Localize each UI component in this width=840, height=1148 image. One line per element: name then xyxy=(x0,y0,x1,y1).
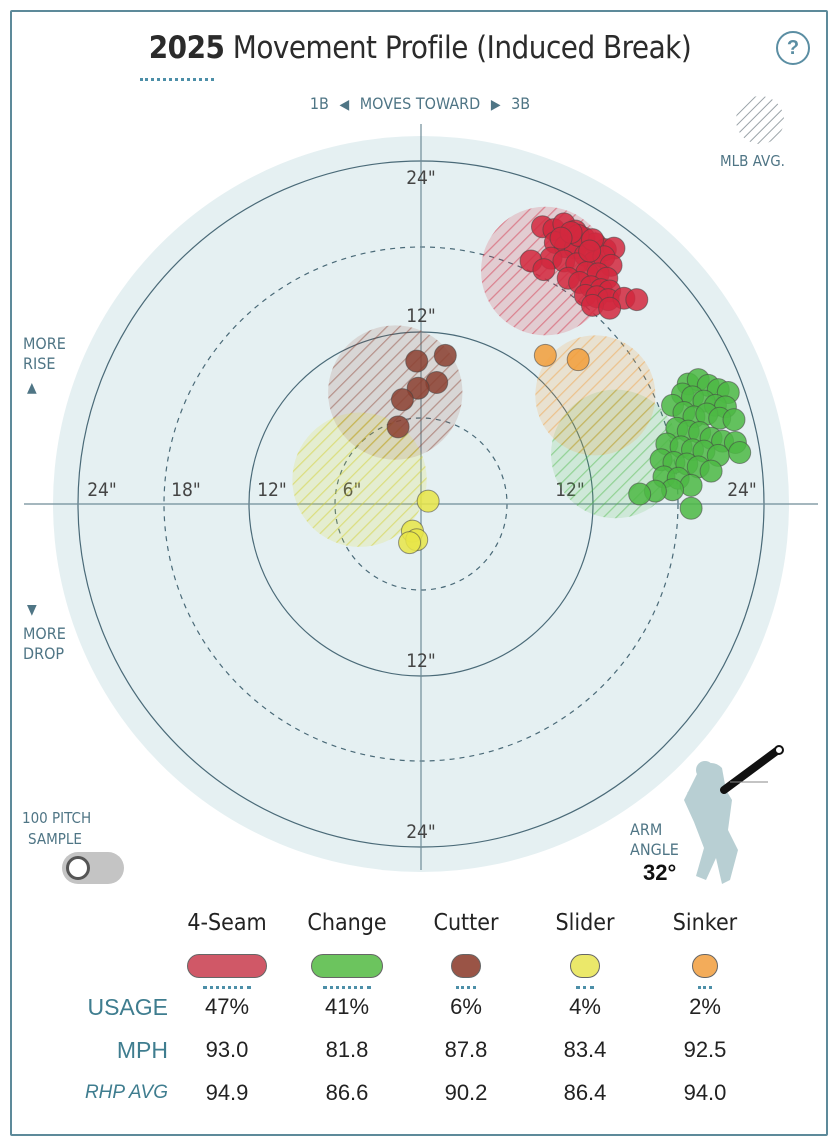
title-year: 2025 xyxy=(148,30,225,66)
up-triangle-icon: ▲ xyxy=(27,380,37,396)
pitch-point-change[interactable] xyxy=(628,482,652,506)
mlb-avg-label: MLB AVG. xyxy=(720,152,785,170)
pitch-underline-slider xyxy=(576,982,594,989)
arm-label-line2: ANGLE xyxy=(630,840,679,859)
movement-plot: 24" 12" 12" 24" 24" 18" 12" 6" 12" 24" xyxy=(24,96,818,884)
pitch-name-change[interactable]: Change xyxy=(307,910,387,936)
pitch-name-slider[interactable]: Slider xyxy=(555,910,615,936)
pitch-point-cutter[interactable] xyxy=(406,376,430,400)
title-text: Movement Profile (Induced Break) xyxy=(232,30,692,66)
pitch-point-change[interactable] xyxy=(722,408,746,432)
pitch-rhp-avg-change: 86.6 xyxy=(325,1080,369,1105)
arm-angle-bar xyxy=(720,746,782,794)
more-drop-line1: MORE xyxy=(23,624,66,643)
pitch-point-4-seam[interactable] xyxy=(598,296,622,320)
chart-frame xyxy=(10,10,828,1136)
pitch-swatch-cutter[interactable] xyxy=(451,954,481,978)
direction-right: 3B xyxy=(511,94,531,113)
row-label-rhp-avg: RHP AVG xyxy=(84,1082,168,1103)
mlb-avg-zone-slider xyxy=(292,412,427,547)
direction-label: 1B ◀ MOVES TOWARD ▶ 3B xyxy=(0,94,840,113)
pitch-point-cutter[interactable] xyxy=(390,388,414,412)
pitch-rhp-avg-slider: 86.4 xyxy=(563,1080,607,1105)
toggle-knob xyxy=(66,856,90,880)
pitch-usage-change: 41% xyxy=(324,994,370,1019)
title-year-underline xyxy=(140,74,214,81)
tick-label-top-12: 12" xyxy=(406,305,436,327)
more-rise-label: MORE RISE ▲ xyxy=(23,334,66,398)
pitch-point-4-seam[interactable] xyxy=(625,288,649,312)
more-drop-line2: DROP xyxy=(23,644,65,663)
pitch-point-slider[interactable] xyxy=(398,531,422,555)
row-label-mph: MPH xyxy=(116,1037,168,1063)
pitch-point-cutter[interactable] xyxy=(386,415,410,439)
pitcher-silhouette-icon xyxy=(684,761,738,884)
tick-label-bottom-24: 24" xyxy=(406,821,436,843)
sample-line1: 100 PITCH xyxy=(22,809,92,827)
pitch-underline-cutter xyxy=(456,982,476,989)
tick-label-right-24: 24" xyxy=(727,479,757,501)
more-drop-label: ▼ MORE DROP xyxy=(23,600,66,664)
down-triangle-icon: ▼ xyxy=(27,602,37,618)
sample-line2: SAMPLE xyxy=(28,830,82,848)
arm-angle-ball xyxy=(774,745,784,755)
pitch-mph-slider: 83.4 xyxy=(563,1037,607,1062)
pitch-swatch-sinker[interactable] xyxy=(692,954,718,978)
pitch-mph-change: 81.8 xyxy=(325,1037,369,1062)
pitch-point-change[interactable] xyxy=(728,441,752,465)
pitch-mph-sinker: 92.5 xyxy=(683,1037,727,1062)
pitch-point-cutter[interactable] xyxy=(433,343,457,367)
pitch-point-slider[interactable] xyxy=(416,489,440,513)
pitch-underline-4-seam xyxy=(203,982,251,989)
direction-middle: MOVES TOWARD xyxy=(359,94,481,113)
chart-title: 2025 Movement Profile (Induced Break) xyxy=(0,30,840,66)
pitch-point-sinker[interactable] xyxy=(566,348,590,372)
tick-label-left-24: 24" xyxy=(87,479,117,501)
tick-label-left-18: 18" xyxy=(171,479,201,501)
help-icon[interactable]: ? xyxy=(776,31,810,65)
tick-label-bottom-12: 12" xyxy=(406,650,436,672)
direction-left: 1B xyxy=(309,94,329,113)
sample-toggle[interactable] xyxy=(62,852,124,884)
pitch-name-4-seam[interactable]: 4-Seam xyxy=(187,910,267,936)
pitch-name-sinker[interactable]: Sinker xyxy=(672,910,738,936)
sample-label: 100 PITCH SAMPLE xyxy=(22,808,91,850)
pitch-point-4-seam[interactable] xyxy=(532,258,556,282)
pitch-point-cutter[interactable] xyxy=(405,349,429,373)
arm-label-line1: ARM xyxy=(630,820,663,839)
pitch-rhp-avg-sinker: 94.0 xyxy=(683,1080,727,1105)
pitch-mph-4-seam: 93.0 xyxy=(205,1037,249,1062)
pitch-swatch-slider[interactable] xyxy=(570,954,600,978)
pitch-points xyxy=(386,212,752,555)
pitch-point-4-seam[interactable] xyxy=(578,239,602,263)
pitch-rhp-avg-cutter: 90.2 xyxy=(444,1080,488,1105)
pitch-usage-sinker: 2% xyxy=(689,994,721,1019)
pitch-point-change[interactable] xyxy=(679,496,703,520)
tick-label-top-24: 24" xyxy=(406,167,436,189)
mlb-avg-swatch xyxy=(736,96,784,144)
row-label-usage: USAGE xyxy=(87,994,168,1020)
pitch-underline-sinker xyxy=(698,982,712,989)
pitch-mph-cutter: 87.8 xyxy=(444,1037,488,1062)
pitch-point-sinker[interactable] xyxy=(533,343,557,367)
pitch-underline-change xyxy=(323,982,371,989)
mlb-avg-zone-sinker xyxy=(535,335,656,456)
pitch-swatch-change[interactable] xyxy=(311,954,383,978)
arm-angle-label: ARM ANGLE xyxy=(630,820,679,860)
pitch-point-change[interactable] xyxy=(699,459,723,483)
more-rise-line2: RISE xyxy=(23,354,56,373)
pitch-point-4-seam[interactable] xyxy=(549,226,573,250)
right-triangle-icon: ▶ xyxy=(490,97,501,113)
tick-label-left-12: 12" xyxy=(257,479,287,501)
more-rise-line1: MORE xyxy=(23,334,66,353)
pitch-usage-4-seam: 47% xyxy=(204,994,250,1019)
pitch-usage-cutter: 6% xyxy=(450,994,482,1019)
pitch-usage-slider: 4% xyxy=(569,994,601,1019)
left-triangle-icon: ◀ xyxy=(339,97,350,113)
pitch-rhp-avg-4-seam: 94.9 xyxy=(205,1080,249,1105)
pitch-swatch-4-seam[interactable] xyxy=(187,954,267,978)
pitch-name-cutter[interactable]: Cutter xyxy=(433,910,499,936)
arm-angle-value: 32° xyxy=(643,860,677,885)
